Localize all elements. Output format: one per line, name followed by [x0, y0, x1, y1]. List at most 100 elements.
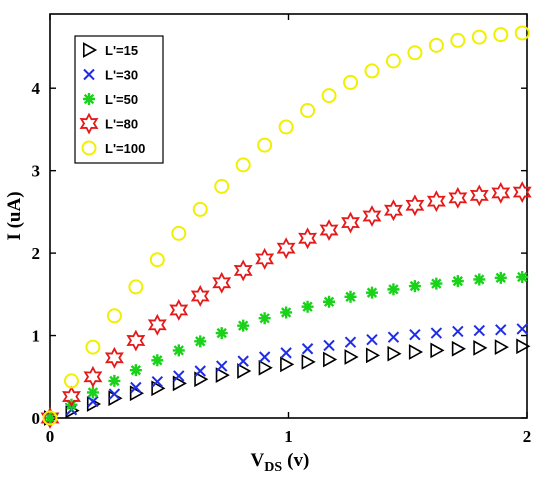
axis-ticks: 0 1 2 0 1 2 3 4 [32, 14, 532, 446]
data-point [147, 313, 167, 336]
data-point [237, 355, 249, 367]
data-point [63, 373, 79, 389]
legend-label: L'=30 [105, 68, 138, 83]
data-point [473, 340, 488, 356]
data-point [235, 157, 251, 173]
legend: L'=15 L'=30 L'=50 L'=80 L'=100 [74, 35, 164, 164]
data-point [516, 323, 528, 335]
axis-labels: I (uA) VDS (v) [4, 191, 309, 475]
data-point [194, 371, 209, 388]
data-point [471, 29, 487, 45]
data-point [172, 375, 187, 392]
data-point [451, 340, 466, 357]
data-point [301, 354, 316, 370]
data-point [300, 102, 316, 118]
data-point [128, 279, 144, 295]
data-point [452, 325, 464, 338]
data-point [173, 370, 185, 382]
data-point [87, 395, 99, 408]
data-point [298, 227, 318, 250]
data-point [408, 344, 424, 360]
data-point [44, 412, 56, 424]
data-point [280, 306, 293, 319]
legend-marker [81, 140, 97, 156]
data-point [344, 290, 357, 303]
data-point [343, 74, 359, 90]
data-point [276, 237, 296, 260]
data-point [473, 273, 486, 286]
data-point [494, 339, 509, 355]
series-3 [44, 271, 529, 424]
x-tick-label: 2 [523, 427, 532, 446]
data-point [387, 283, 400, 296]
data-point [85, 339, 101, 355]
data-point [83, 365, 103, 388]
data-point [258, 312, 271, 325]
data-point [323, 339, 335, 352]
data-point [257, 137, 273, 153]
x-axis-label-unit: (v) [287, 450, 309, 471]
data-point [364, 63, 380, 79]
data-point [108, 388, 121, 400]
data-point [194, 335, 207, 348]
data-point [323, 351, 338, 368]
data-point [430, 327, 443, 339]
data-point [42, 410, 58, 426]
data-point [405, 194, 425, 217]
data-point [215, 367, 230, 383]
data-point [151, 376, 164, 388]
legend-marker [83, 93, 95, 105]
data-point [129, 364, 142, 377]
data-point [387, 345, 402, 362]
y-tick-label: 0 [32, 409, 41, 428]
data-point [344, 336, 357, 348]
data-point [493, 27, 509, 43]
data-point [258, 359, 273, 376]
data-point [344, 349, 359, 365]
data-point [106, 308, 122, 324]
data-point [61, 385, 81, 408]
data-point [430, 277, 443, 290]
x-axis-label: VDS (v) [251, 450, 310, 475]
data-point [237, 319, 250, 332]
data-point [130, 381, 142, 394]
data-point [169, 299, 189, 321]
data-point [40, 407, 60, 429]
x-axis-label-subscript: DS [264, 460, 282, 475]
data-point [104, 346, 124, 369]
data-point [473, 324, 486, 337]
data-point [255, 247, 275, 270]
data-point [495, 324, 507, 336]
data-point [385, 53, 401, 69]
data-point [408, 280, 421, 293]
data-point [430, 342, 445, 359]
data-point [365, 347, 381, 364]
data-point [151, 354, 164, 367]
data-point [190, 285, 210, 307]
x-tick-label: 1 [284, 427, 293, 446]
legend-label: L'=80 [105, 117, 138, 132]
data-point [194, 365, 206, 377]
data-point [319, 219, 339, 241]
x-axis-label-main: V [251, 450, 265, 471]
data-point [341, 211, 360, 234]
legend-label: L'=100 [105, 141, 145, 156]
data-point [192, 201, 208, 217]
data-point [233, 259, 253, 282]
series-5 [42, 25, 530, 426]
y-tick-label: 4 [32, 79, 41, 98]
data-point [383, 199, 403, 222]
data-point [407, 45, 423, 61]
data-point [323, 295, 336, 308]
y-tick-label: 1 [32, 327, 41, 346]
y-axis-label: I (uA) [4, 191, 25, 240]
data-point [172, 344, 185, 357]
data-point [491, 181, 511, 204]
data-point [237, 363, 252, 379]
data-point [126, 329, 146, 352]
y-tick-label: 3 [32, 162, 41, 181]
data-point [516, 338, 531, 355]
data-point [494, 271, 507, 284]
